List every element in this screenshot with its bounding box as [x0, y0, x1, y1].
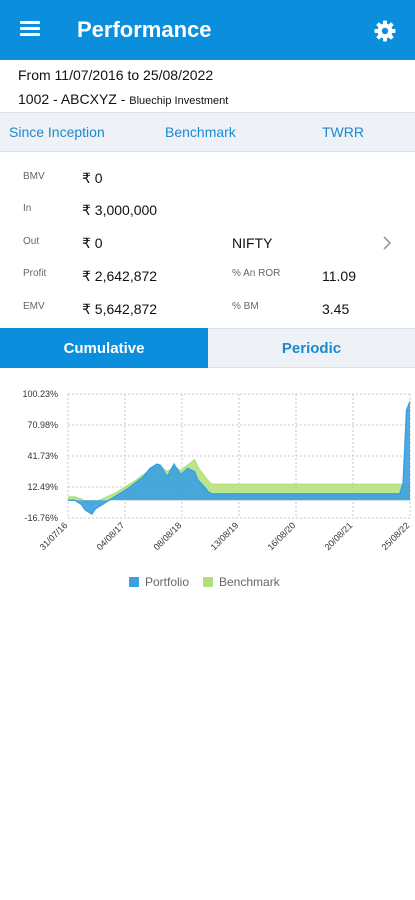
x-tick-label: 31/07/16 [38, 520, 70, 552]
emv-label: EMV [23, 301, 45, 312]
chart-svg: 100.23% 70.98% 41.73% 12.49% -16.76%31/07/16… [22, 389, 412, 552]
tab-since-inception[interactable]: Since Inception [9, 124, 105, 140]
portfolio-info: From 11/07/2016 to 25/08/2022 1002 - ABC… [0, 60, 415, 112]
out-label: Out [23, 236, 40, 247]
segmented-control: Cumulative Periodic [0, 328, 415, 368]
page-title: Performance [77, 17, 212, 42]
tab-twrr[interactable]: TWRR [322, 124, 364, 140]
portfolio-code: 1002 - ABCXYZ - [18, 91, 130, 107]
legend-label-benchmark: Benchmark [219, 575, 280, 589]
series-area-portfolio [68, 401, 410, 515]
x-tick-label: 16/08/20 [266, 520, 298, 552]
benchmark-name[interactable]: NIFTY [232, 235, 273, 251]
y-tick-label: -16.76% [24, 513, 58, 523]
y-tick-label: 100.23% [22, 389, 58, 399]
header-tabs: Since Inception Benchmark TWRR [0, 112, 415, 152]
ror-value: 11.09 [322, 268, 356, 284]
x-tick-label: 13/08/19 [209, 520, 241, 552]
y-tick-label: 70.98% [27, 420, 58, 430]
series-line-portfolio [68, 401, 411, 516]
ror-label: % An ROR [232, 268, 281, 279]
x-tick-label: 20/08/21 [323, 520, 355, 552]
in-label: In [23, 203, 32, 214]
bm-label: % BM [232, 301, 259, 312]
in-value: ₹ 3,000,000 [82, 202, 158, 218]
legend-swatch-benchmark [203, 577, 213, 587]
profit-value: ₹ 2,642,872 [82, 268, 158, 284]
out-value: ₹ 0 [82, 235, 103, 251]
tab-benchmark[interactable]: Benchmark [165, 124, 236, 140]
date-range: From 11/07/2016 to 25/08/2022 [18, 67, 214, 83]
hamburger-menu-icon[interactable] [20, 21, 40, 37]
portfolio-name: Bluechip Investment [129, 95, 229, 107]
performance-chart: 100.23% 70.98% 41.73% 12.49% -16.76% 31/07/16… [0, 380, 415, 600]
x-tick-label: 08/08/18 [152, 520, 184, 552]
profit-label: Profit [23, 268, 47, 279]
bm-value: 3.45 [322, 301, 350, 317]
chevron-right-icon[interactable] [382, 235, 392, 251]
bmv-value: ₹ 0 [82, 170, 103, 186]
gear-icon[interactable] [373, 19, 397, 43]
legend-label-portfolio: Portfolio [145, 575, 190, 589]
legend-benchmark[interactable]: Benchmark [203, 575, 280, 589]
emv-value: ₹ 5,642,872 [82, 301, 158, 317]
chart-legend: Portfolio Benchmark [0, 575, 415, 591]
x-tick-label: 04/08/17 [95, 520, 127, 552]
tab-periodic[interactable]: Periodic [208, 328, 415, 368]
app-bar: Performance [0, 0, 415, 60]
portfolio-line: 1002 - ABCXYZ - Bluechip Investment [18, 91, 228, 107]
y-tick-label: 41.73% [27, 451, 58, 461]
bmv-label: BMV [23, 171, 45, 182]
tab-cumulative[interactable]: Cumulative [0, 328, 208, 368]
y-tick-label: 12.49% [27, 482, 58, 492]
x-tick-label: 25/08/22 [380, 520, 412, 552]
legend-portfolio[interactable]: Portfolio [129, 575, 189, 589]
legend-swatch-portfolio [129, 577, 139, 587]
